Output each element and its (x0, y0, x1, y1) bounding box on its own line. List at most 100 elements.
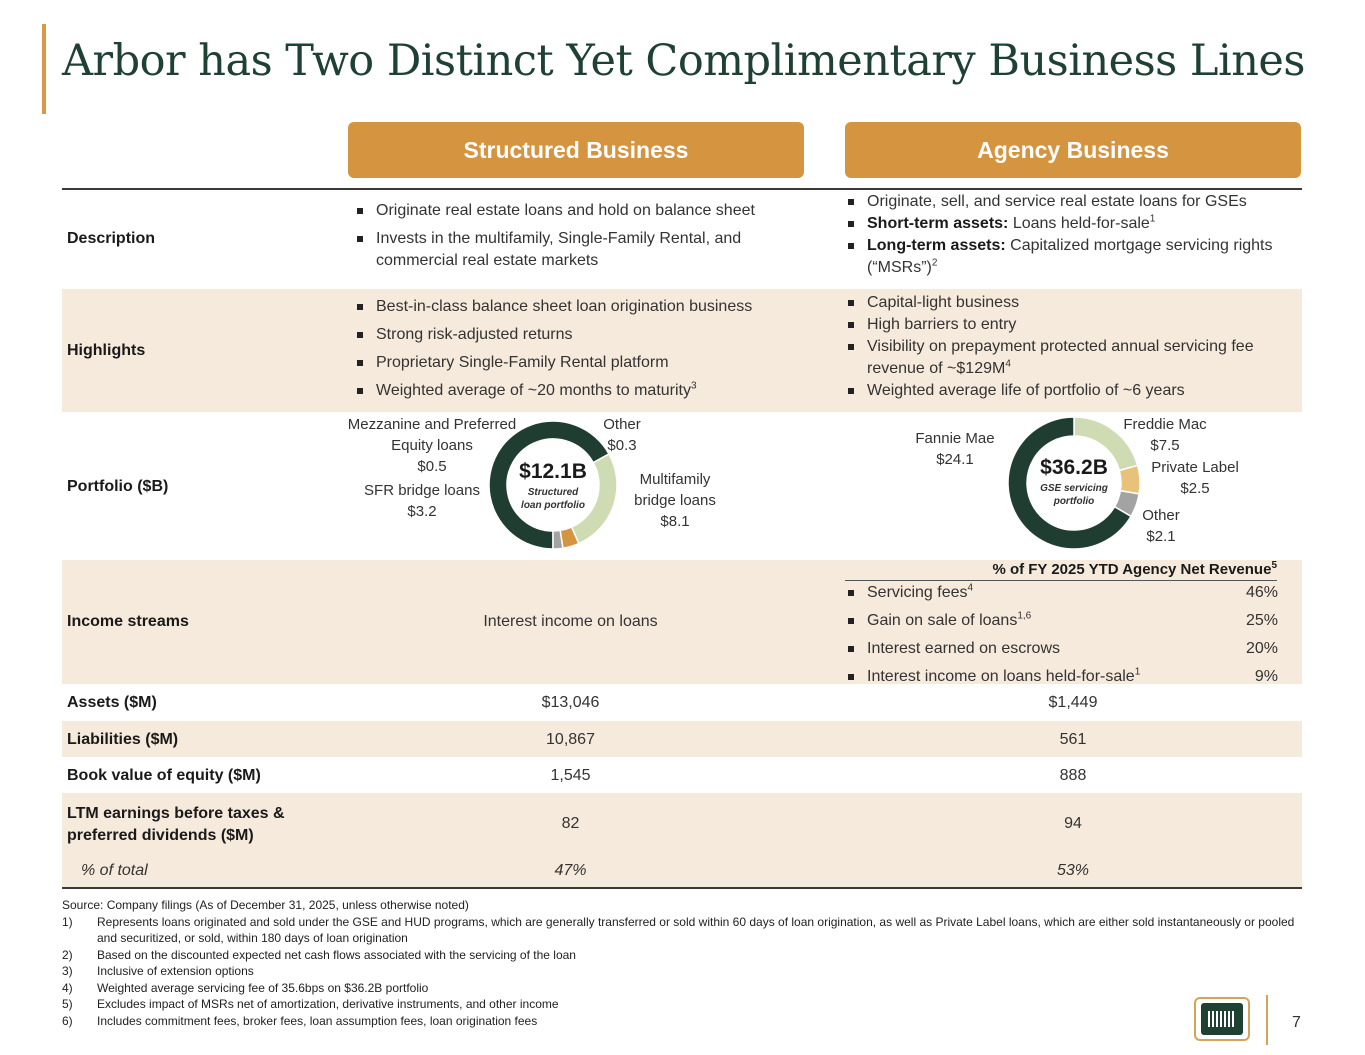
income-item-text: Interest income on loans held-for-sale (867, 668, 1135, 685)
multifamily-line2: bridge loans (634, 492, 716, 509)
agency-donut-center: $36.2B GSE servicing portfolio (1024, 456, 1124, 508)
freddie-mac-text: Freddie Mac (1123, 416, 1207, 433)
footer-divider (1266, 995, 1268, 1045)
private-label-value: $2.5 (1180, 480, 1210, 497)
footnote-ref: 1 (1134, 666, 1141, 678)
list-item: Best-in-class balance sheet loan origina… (355, 296, 805, 318)
footnote-number: 3) (62, 964, 73, 978)
agency-portfolio-donut (1007, 416, 1141, 550)
list-item: Short-term assets: Loans held-for-sale1 (846, 213, 1286, 235)
footnote-list: 1) Represents loans originated and sold u… (62, 914, 1312, 1030)
assets-label: Assets ($M) (67, 694, 157, 711)
list-item: Weighted average life of portfolio of ~6… (846, 380, 1286, 402)
page-number: 7 (1292, 1014, 1301, 1031)
multifamily-value: $8.1 (660, 513, 690, 530)
list-item: Long-term assets: Capitalized mortgage s… (846, 235, 1286, 279)
structured-highlights-list: Best-in-class balance sheet loan origina… (355, 296, 805, 402)
footnote-ref: 3 (691, 380, 697, 392)
ltm-band (62, 793, 1302, 888)
footnote-item: 5) Excludes impact of MSRs net of amortiz… (62, 996, 1312, 1013)
footnote-item: 3) Inclusive of extension options (62, 963, 1312, 980)
highlights-label: Highlights (67, 342, 146, 359)
structured-business-header: Structured Business (348, 122, 804, 178)
list-item: Originate, sell, and service real estate… (846, 191, 1286, 213)
footnote-ref: 1 (1149, 213, 1156, 225)
income-item-text: Gain on sale of loans (867, 612, 1018, 629)
footnote-item: 4) Weighted average servicing fee of 35.6… (62, 980, 1312, 997)
bullet-icon (848, 590, 854, 596)
short-term-text: Loans held-for-sale (1008, 215, 1150, 232)
footnote-ref: 4 (967, 582, 974, 594)
structured-assets: $13,046 (541, 694, 600, 711)
structured-other-text: Other (603, 416, 641, 433)
income-item: Interest income on loans held-for-sale1 9… (846, 666, 1278, 694)
liabilities-band (62, 721, 1302, 757)
income-item-pct: 46% (1245, 584, 1278, 601)
structured-donut-center: $12.1B Structured loan portfolio (503, 460, 603, 512)
structured-caption: Structured loan portfolio (521, 487, 585, 511)
structured-other-label: Other $0.3 (592, 414, 652, 456)
structured-donut-slice-3 (552, 529, 564, 550)
bullet-icon (848, 674, 854, 680)
list-item: Visibility on prepayment protected annua… (846, 336, 1286, 380)
fannie-mae-label: Fannie Mae $24.1 (900, 428, 1010, 470)
agency-other-value: $2.1 (1146, 528, 1176, 545)
footnote-number: 4) (62, 980, 73, 995)
footnote-item: 2) Based on the discounted expected net c… (62, 947, 1312, 964)
agency-liabilities: 561 (1059, 731, 1087, 748)
bullet-icon (848, 618, 854, 624)
income-item-name: Interest income on loans held-for-sale1 (867, 666, 1140, 694)
agency-description-list: Originate, sell, and service real estate… (846, 191, 1286, 279)
long-term-label: Long-term assets: (867, 237, 1006, 254)
private-label-label: Private Label $2.5 (1140, 457, 1250, 499)
sfr-label-text: SFR bridge loans (364, 482, 480, 499)
footnote-ref: 4 (1005, 358, 1011, 370)
footnote-number: 5) (62, 997, 73, 1011)
agency-income-rule (845, 580, 1277, 581)
highlights-band (62, 289, 1302, 412)
list-item: Proprietary Single-Family Rental platfor… (355, 352, 805, 374)
structured-other-value: $0.3 (607, 437, 637, 454)
structured-total: $12.1B (519, 460, 587, 483)
agency-highlights-list: Capital-light business High barriers to … (846, 292, 1286, 402)
source-note: Source: Company filings (As of December … (62, 898, 469, 912)
agency-other-label: Other $2.1 (1126, 505, 1196, 547)
income-item-pct: 20% (1245, 640, 1278, 657)
agency-business-header: Agency Business (845, 122, 1301, 178)
logo-mark (1201, 1003, 1243, 1035)
fannie-mae-text: Fannie Mae (915, 430, 995, 447)
multifamily-label: Multifamily bridge loans $8.1 (620, 469, 730, 532)
pct-total-label: % of total (81, 862, 148, 879)
agency-assets: $1,449 (1048, 694, 1098, 711)
mezzanine-label-line1: Mezzanine and Preferred (347, 416, 517, 433)
income-streams-label: Income streams (67, 613, 189, 630)
footnote-text: Includes commitment fees, broker fees, l… (97, 1013, 538, 1028)
title-accent-bar (42, 24, 46, 114)
mezzanine-value: $0.5 (417, 458, 447, 475)
agency-donut-slice-3 (1007, 416, 1132, 550)
income-item: Interest earned on escrows 20% (846, 638, 1278, 666)
arbor-logo (1194, 997, 1250, 1041)
income-item-pct: 9% (1254, 668, 1278, 685)
income-item-text: Interest earned on escrows (867, 640, 1060, 657)
list-item: Strong risk-adjusted returns (355, 324, 805, 346)
list-item: Invests in the multifamily, Single-Famil… (355, 228, 805, 272)
structured-donut-slice-0 (488, 420, 610, 550)
fannie-mae-value: $24.1 (936, 451, 974, 468)
structured-liabilities: 10,867 (546, 731, 595, 748)
sfr-label: SFR bridge loans $3.2 (352, 480, 492, 522)
agency-ltm: 94 (1064, 815, 1082, 832)
structured-income: Interest income on loans (483, 613, 658, 630)
table-top-rule (62, 188, 1302, 190)
footnotes: Source: Company filings (As of December … (62, 897, 1312, 1029)
list-item: Weighted average of ~20 months to maturi… (355, 380, 805, 402)
table-bottom-rule (62, 887, 1302, 889)
footnote-ref: 1,6 (1017, 610, 1032, 622)
servicing-fee-text: Visibility on prepayment protected annua… (867, 338, 1254, 377)
private-label-text: Private Label (1151, 459, 1239, 476)
portfolio-label: Portfolio ($B) (67, 478, 169, 495)
ltm-label-line1: LTM earnings before taxes & (67, 805, 285, 822)
agency-book-value: 888 (1059, 767, 1087, 784)
footnote-number: 2) (62, 947, 73, 962)
freddie-mac-label: Freddie Mac $7.5 (1110, 414, 1220, 456)
